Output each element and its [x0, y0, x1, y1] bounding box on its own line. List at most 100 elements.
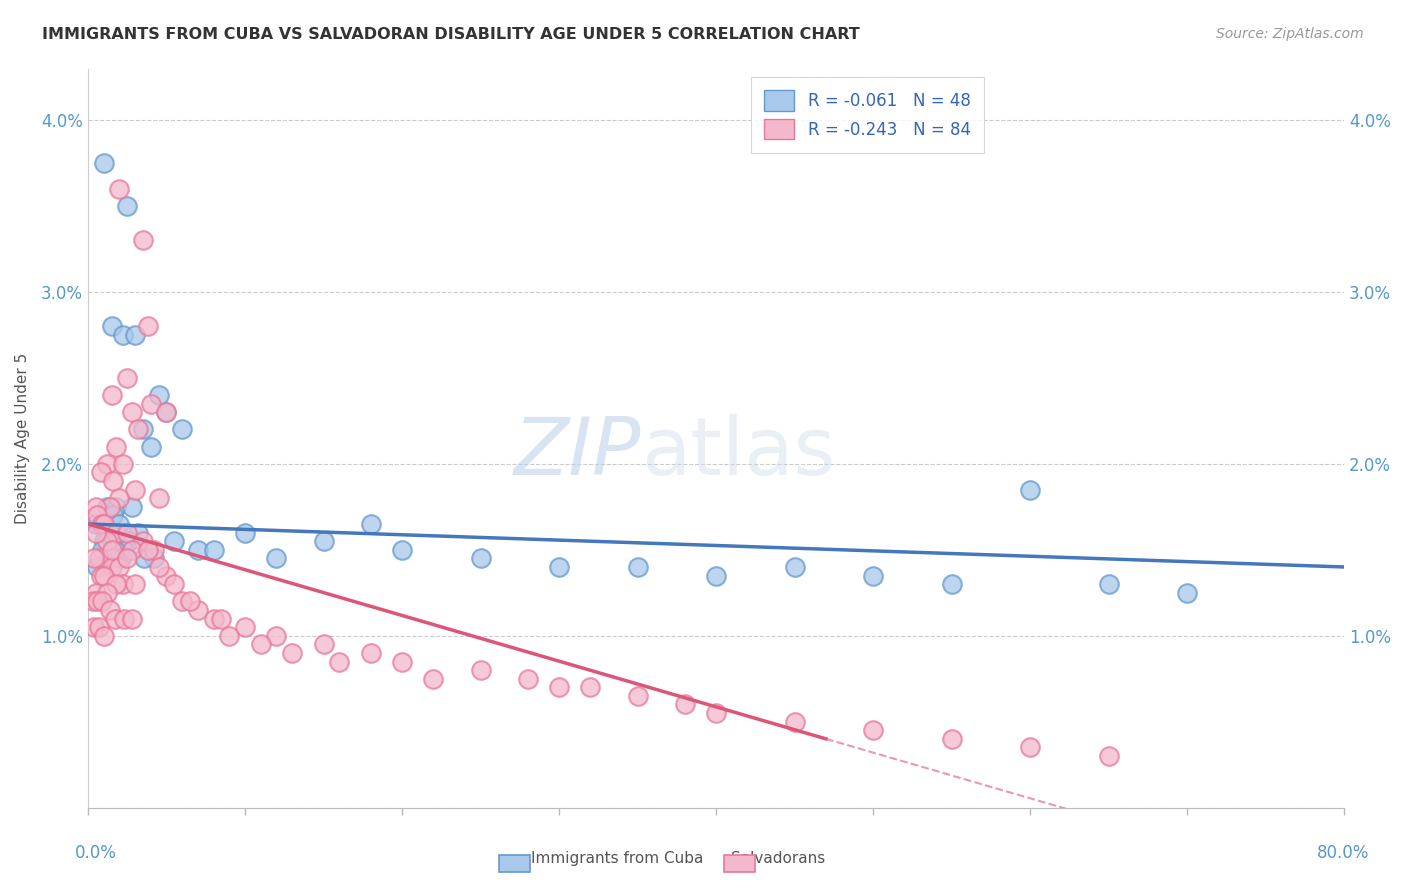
Point	[115, 371, 138, 385]
Point	[96, 586, 118, 600]
Point	[422, 672, 444, 686]
Point	[136, 542, 159, 557]
Point	[83, 551, 105, 566]
Point	[941, 731, 963, 746]
Point	[139, 397, 162, 411]
Point	[626, 560, 648, 574]
Point	[704, 706, 727, 720]
Point	[139, 440, 162, 454]
Point	[115, 551, 138, 566]
Point	[360, 646, 382, 660]
Point	[111, 457, 134, 471]
Point	[87, 620, 110, 634]
Point	[108, 560, 131, 574]
Point	[281, 646, 304, 660]
Text: atlas: atlas	[641, 414, 835, 491]
Point	[148, 388, 170, 402]
Point	[862, 568, 884, 582]
Point	[266, 629, 288, 643]
Point	[470, 551, 492, 566]
Point	[108, 516, 131, 531]
Point	[108, 491, 131, 506]
Point	[84, 516, 107, 531]
Point	[783, 560, 806, 574]
Point	[209, 611, 232, 625]
Point	[111, 577, 134, 591]
Point	[124, 327, 146, 342]
Point	[172, 422, 194, 436]
Point	[93, 534, 115, 549]
Point	[104, 542, 127, 557]
Point	[136, 319, 159, 334]
Point	[1019, 483, 1042, 497]
Point	[312, 534, 335, 549]
Point	[470, 663, 492, 677]
Point	[100, 542, 122, 557]
Point	[1019, 740, 1042, 755]
Point	[93, 516, 115, 531]
Point	[360, 516, 382, 531]
Text: Salvadorans: Salvadorans	[731, 852, 825, 866]
Point	[134, 551, 156, 566]
Point	[673, 698, 696, 712]
Point	[111, 327, 134, 342]
Point	[93, 568, 115, 582]
Point	[391, 542, 413, 557]
Point	[132, 234, 155, 248]
Point	[105, 440, 128, 454]
Point	[91, 594, 114, 608]
Point	[328, 655, 350, 669]
Point	[118, 534, 141, 549]
Point	[704, 568, 727, 582]
Text: Immigrants from Cuba: Immigrants from Cuba	[530, 852, 703, 866]
Point	[101, 474, 124, 488]
Point	[84, 586, 107, 600]
Point	[86, 560, 108, 574]
Point	[98, 525, 121, 540]
Point	[83, 620, 105, 634]
Point	[136, 542, 159, 557]
Point	[124, 577, 146, 591]
Point	[142, 542, 165, 557]
Point	[91, 516, 114, 531]
Point	[105, 577, 128, 591]
Point	[86, 594, 108, 608]
Point	[148, 491, 170, 506]
Point	[312, 637, 335, 651]
Point	[163, 534, 186, 549]
Point	[142, 551, 165, 566]
Point	[121, 611, 143, 625]
Text: IMMIGRANTS FROM CUBA VS SALVADORAN DISABILITY AGE UNDER 5 CORRELATION CHART: IMMIGRANTS FROM CUBA VS SALVADORAN DISAB…	[42, 27, 860, 42]
Point	[91, 542, 114, 557]
Point	[941, 577, 963, 591]
Point	[90, 466, 112, 480]
Point	[172, 594, 194, 608]
Point	[218, 629, 240, 643]
Point	[187, 603, 209, 617]
Point	[87, 551, 110, 566]
Point	[179, 594, 201, 608]
Point	[112, 611, 135, 625]
Point	[121, 500, 143, 514]
Point	[121, 405, 143, 419]
Point	[516, 672, 538, 686]
Point	[127, 422, 149, 436]
Point	[1097, 749, 1119, 764]
Point	[86, 508, 108, 523]
Text: 0.0%: 0.0%	[75, 844, 117, 862]
Point	[105, 525, 128, 540]
Point	[579, 681, 602, 695]
Point	[93, 629, 115, 643]
Point	[548, 560, 571, 574]
Text: 80.0%: 80.0%	[1316, 844, 1369, 862]
Text: Source: ZipAtlas.com: Source: ZipAtlas.com	[1216, 27, 1364, 41]
Point	[100, 560, 122, 574]
Point	[548, 681, 571, 695]
Point	[105, 500, 128, 514]
Point	[110, 551, 132, 566]
Point	[90, 516, 112, 531]
Point	[124, 483, 146, 497]
Point	[112, 542, 135, 557]
Point	[391, 655, 413, 669]
Point	[187, 542, 209, 557]
